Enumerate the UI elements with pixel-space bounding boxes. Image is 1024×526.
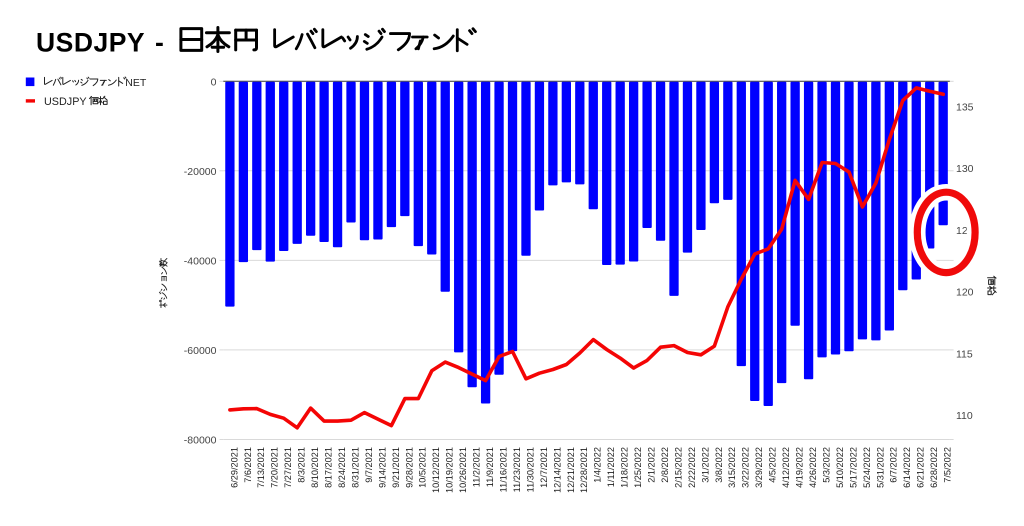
- svg-text:5/24/2022: 5/24/2022: [862, 447, 872, 488]
- svg-text:3/1/2022: 3/1/2022: [700, 447, 710, 483]
- svg-text:8/17/2021: 8/17/2021: [324, 447, 334, 488]
- svg-text:3/8/2022: 3/8/2022: [714, 447, 724, 483]
- svg-text:7/13/2021: 7/13/2021: [256, 447, 266, 488]
- svg-text:7/20/2021: 7/20/2021: [270, 447, 280, 488]
- svg-text:7/27/2021: 7/27/2021: [283, 447, 293, 488]
- svg-text:4/12/2022: 4/12/2022: [781, 447, 791, 488]
- svg-text:8/10/2021: 8/10/2021: [310, 447, 320, 488]
- svg-text:0: 0: [211, 76, 217, 88]
- svg-text:5/10/2022: 5/10/2022: [835, 447, 845, 488]
- svg-text:7/6/2021: 7/6/2021: [243, 447, 253, 483]
- svg-text:5/3/2022: 5/3/2022: [822, 447, 832, 483]
- svg-text:6/29/2021: 6/29/2021: [229, 447, 239, 488]
- svg-text:-80000: -80000: [184, 435, 217, 447]
- svg-text:9/21/2021: 9/21/2021: [391, 447, 401, 488]
- svg-text:1/11/2022: 1/11/2022: [606, 447, 616, 487]
- svg-text:NET: NET: [125, 77, 147, 89]
- svg-text:4/5/2022: 4/5/2022: [768, 447, 778, 483]
- svg-text:9/7/2021: 9/7/2021: [364, 447, 374, 483]
- svg-text:4/19/2022: 4/19/2022: [795, 447, 805, 488]
- svg-text:9/14/2021: 9/14/2021: [377, 447, 387, 488]
- svg-text:8/24/2021: 8/24/2021: [337, 447, 347, 488]
- svg-text:10/26/2021: 10/26/2021: [458, 447, 468, 493]
- svg-text:-20000: -20000: [184, 166, 217, 178]
- svg-text:USDJPY: USDJPY: [36, 28, 145, 58]
- svg-text:11/9/2021: 11/9/2021: [485, 447, 495, 487]
- svg-text:2/15/2022: 2/15/2022: [673, 447, 683, 488]
- svg-text:-: -: [155, 28, 164, 58]
- svg-text:12/21/2021: 12/21/2021: [566, 447, 576, 493]
- svg-text:3/29/2022: 3/29/2022: [754, 447, 764, 488]
- svg-text:USDJPY: USDJPY: [44, 96, 87, 108]
- svg-text:11/16/2021: 11/16/2021: [499, 447, 509, 492]
- svg-text:1/4/2022: 1/4/2022: [593, 447, 603, 483]
- svg-text:1/25/2022: 1/25/2022: [633, 447, 643, 488]
- svg-text:10/19/2021: 10/19/2021: [445, 447, 455, 493]
- svg-text:6/28/2022: 6/28/2022: [929, 447, 939, 488]
- svg-text:9/28/2021: 9/28/2021: [404, 447, 414, 488]
- svg-text:6/21/2022: 6/21/2022: [916, 447, 926, 488]
- svg-text:2/8/2022: 2/8/2022: [660, 447, 670, 483]
- svg-text:120: 120: [956, 287, 974, 299]
- svg-text:-40000: -40000: [184, 256, 217, 268]
- svg-text:115: 115: [956, 348, 973, 360]
- svg-text:2/1/2022: 2/1/2022: [647, 447, 657, 483]
- svg-text:4/26/2022: 4/26/2022: [808, 447, 818, 488]
- svg-text:6/14/2022: 6/14/2022: [902, 447, 912, 488]
- svg-text:1/18/2022: 1/18/2022: [620, 447, 630, 488]
- svg-text:12/7/2021: 12/7/2021: [539, 447, 549, 488]
- svg-text:12/14/2021: 12/14/2021: [552, 447, 562, 493]
- svg-text:11/2/2021: 11/2/2021: [472, 447, 482, 487]
- svg-text:11/30/2021: 11/30/2021: [525, 447, 535, 492]
- svg-text:110: 110: [956, 410, 973, 422]
- svg-text:12/28/2021: 12/28/2021: [579, 447, 589, 493]
- svg-text:8/3/2021: 8/3/2021: [297, 447, 307, 483]
- svg-text:8/31/2021: 8/31/2021: [350, 447, 360, 488]
- svg-text:3/15/2022: 3/15/2022: [727, 447, 737, 488]
- svg-text:7/5/2022: 7/5/2022: [943, 447, 953, 483]
- svg-text:3/22/2022: 3/22/2022: [741, 447, 751, 488]
- svg-text:5/31/2022: 5/31/2022: [875, 447, 885, 488]
- svg-text:6/7/2022: 6/7/2022: [889, 447, 899, 483]
- svg-text:2/22/2022: 2/22/2022: [687, 447, 697, 488]
- svg-text:10/5/2021: 10/5/2021: [418, 447, 428, 488]
- svg-text:130: 130: [956, 163, 974, 175]
- svg-text:10/12/2021: 10/12/2021: [431, 447, 441, 493]
- svg-text:-60000: -60000: [184, 345, 217, 357]
- svg-text:135: 135: [956, 101, 974, 113]
- svg-text:5/17/2022: 5/17/2022: [848, 447, 858, 488]
- svg-text:11/23/2021: 11/23/2021: [512, 447, 522, 492]
